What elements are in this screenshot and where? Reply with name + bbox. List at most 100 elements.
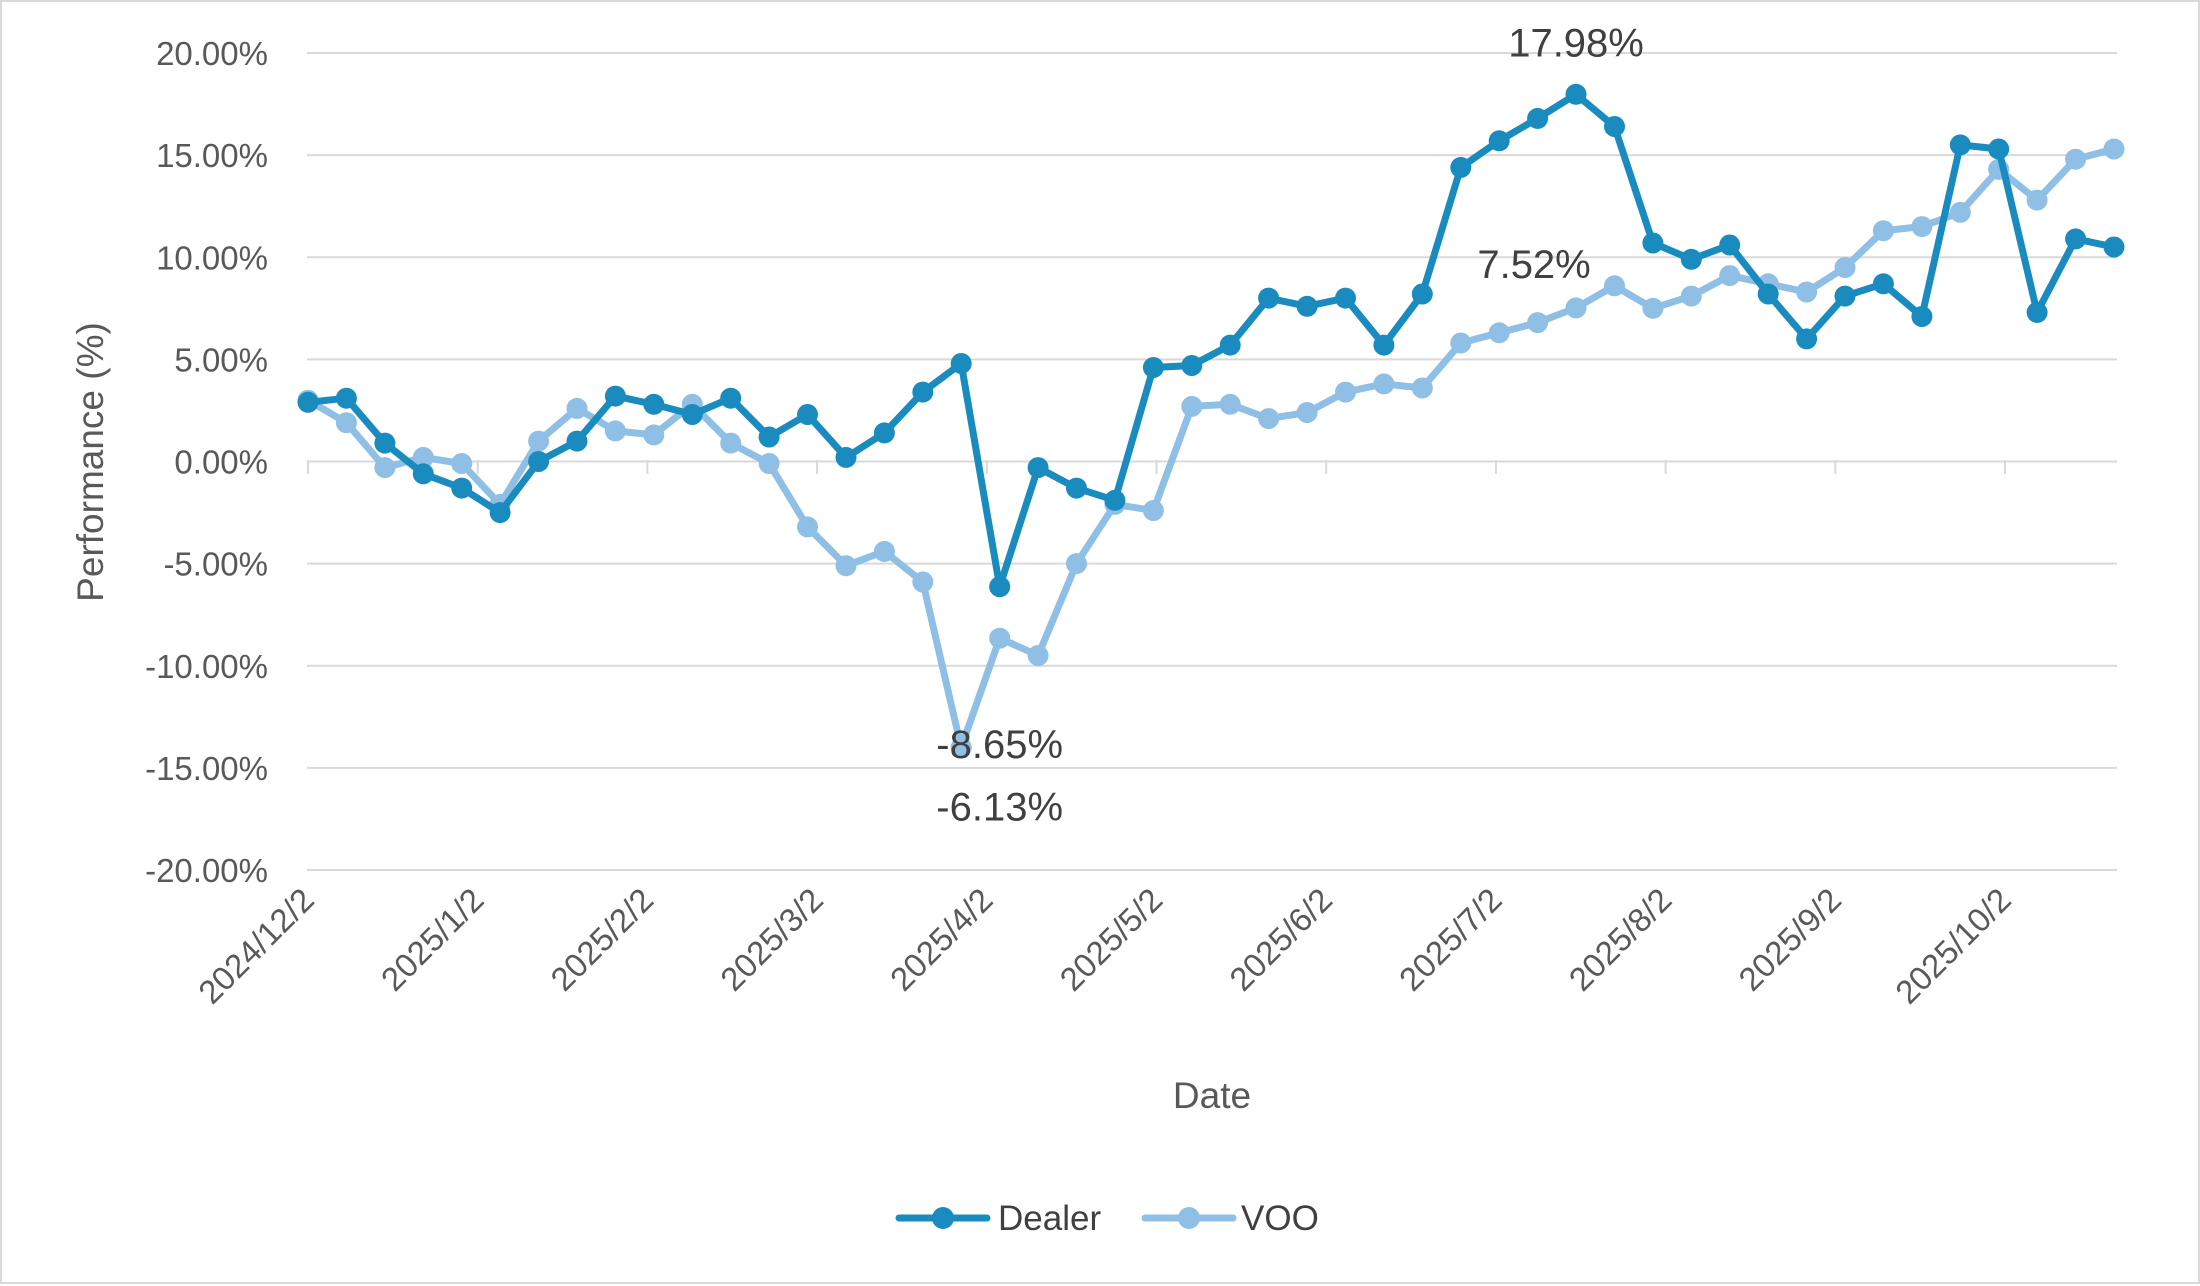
legend-marker <box>1178 1207 1200 1229</box>
data-point-voo <box>1373 373 1395 395</box>
data-point-dealer <box>873 422 895 444</box>
gridlines <box>307 52 2117 871</box>
data-point-dealer <box>912 381 934 403</box>
legend-item-dealer: Dealer <box>895 1199 1101 1238</box>
data-point-dealer <box>643 393 665 415</box>
data-point-dealer <box>335 387 357 409</box>
legend-marker <box>932 1207 954 1229</box>
data-point-dealer <box>1872 273 1894 295</box>
data-point-dealer <box>1757 283 1779 305</box>
x-tick-label: 2024/12/2 <box>191 881 321 1011</box>
y-tick-label: -10.00% <box>145 648 268 685</box>
data-point-dealer <box>1104 489 1126 511</box>
data-point-dealer <box>1066 477 1087 499</box>
y-tick-label: -5.00% <box>163 546 268 583</box>
data-point-voo <box>374 457 396 479</box>
data-point-voo <box>1411 377 1433 399</box>
data-point-dealer <box>720 387 742 409</box>
legend-label: Dealer <box>998 1199 1101 1238</box>
data-point-dealer <box>1258 287 1280 309</box>
data-point-voo <box>2065 148 2087 170</box>
data-point-dealer <box>451 477 473 499</box>
data-point-voo <box>1872 220 1894 242</box>
x-tick-label: 2025/8/2 <box>1562 881 1679 998</box>
x-tick-label: 2025/6/2 <box>1222 881 1339 998</box>
data-point-dealer <box>528 451 550 472</box>
y-tick-label: 10.00% <box>156 239 268 276</box>
y-axis-title: Performance (%) <box>70 322 111 602</box>
data-point-dealer <box>1604 116 1625 137</box>
data-point-dealer <box>950 353 972 374</box>
annotation-label: 17.98% <box>1508 21 1644 65</box>
y-tick-label: -15.00% <box>145 750 268 787</box>
y-tick-label: -20.00% <box>145 852 268 889</box>
data-point-dealer <box>1680 248 1702 270</box>
x-tick-label: 2025/4/2 <box>883 881 1000 998</box>
data-point-dealer <box>1988 138 2010 160</box>
data-point-dealer <box>1142 357 1164 378</box>
data-point-voo <box>643 424 665 446</box>
data-point-dealer <box>1949 134 1971 156</box>
data-point-voo <box>797 516 818 538</box>
legend-item-voo: VOO <box>1141 1199 1319 1238</box>
data-point-voo <box>451 453 473 474</box>
data-point-dealer <box>297 391 319 413</box>
data-point-dealer <box>1911 306 1933 327</box>
y-tick-label: 15.00% <box>156 137 268 174</box>
data-point-voo <box>758 453 780 474</box>
data-point-dealer <box>758 426 780 448</box>
data-point-voo <box>1450 332 1472 354</box>
data-point-dealer <box>1335 287 1356 309</box>
data-point-dealer <box>1834 285 1856 307</box>
data-point-dealer <box>989 576 1011 598</box>
data-point-voo <box>1066 553 1087 575</box>
x-tick-label: 2025/2/2 <box>543 881 660 998</box>
series-lines <box>297 83 2125 758</box>
data-point-dealer <box>1450 156 1472 178</box>
data-point-voo <box>1796 281 1818 303</box>
data-point-voo <box>412 446 434 468</box>
annotation-label: -8.65% <box>936 723 1063 767</box>
data-point-voo <box>912 571 934 593</box>
data-point-dealer <box>1181 355 1203 376</box>
data-point-voo <box>1834 257 1856 278</box>
data-point-voo <box>2103 138 2125 160</box>
data-point-voo <box>1604 275 1625 297</box>
x-tick-label: 2025/3/2 <box>713 881 830 998</box>
y-tick-label: 5.00% <box>174 341 268 378</box>
data-point-dealer <box>604 385 626 407</box>
x-axis-title: Date <box>1173 1075 1251 1116</box>
data-point-dealer <box>1488 130 1510 152</box>
annotation-label: -6.13% <box>936 786 1063 830</box>
x-tick-label: 2025/10/2 <box>1888 881 2018 1011</box>
data-point-dealer <box>489 502 511 524</box>
data-point-dealer <box>566 430 588 452</box>
y-tick-label: 0.00% <box>174 444 268 481</box>
data-point-voo <box>989 627 1011 649</box>
data-point-voo <box>528 430 550 452</box>
data-point-dealer <box>2103 236 2125 258</box>
data-point-dealer <box>1373 334 1395 356</box>
data-point-voo <box>873 540 895 562</box>
data-point-dealer <box>2065 228 2087 250</box>
data-point-voo <box>1527 312 1549 334</box>
data-point-dealer <box>1565 83 1587 105</box>
annotation-label: 7.52% <box>1477 243 1590 287</box>
series-line-dealer <box>304 90 2118 591</box>
y-axis-ticks: 20.00% 15.00% 10.00% 5.00% 0.00% -5.00% -10.00… <box>145 35 268 889</box>
x-axis-ticks: 2024/12/2 2025/1/2 2025/2/2 2025/3/2 2025/4/… <box>191 460 2018 1011</box>
data-point-dealer <box>797 404 818 425</box>
data-point-voo <box>2026 189 2048 211</box>
data-point-voo <box>1719 265 1741 287</box>
data-point-voo <box>566 397 588 419</box>
data-point-voo <box>1296 402 1318 423</box>
data-point-voo <box>1565 297 1587 319</box>
y-tick-label: 20.00% <box>156 35 268 72</box>
data-point-voo <box>1219 393 1241 415</box>
data-point-voo <box>1027 645 1049 666</box>
data-point-voo <box>1142 500 1164 521</box>
data-point-dealer <box>1527 107 1549 129</box>
data-point-dealer <box>1219 334 1241 356</box>
